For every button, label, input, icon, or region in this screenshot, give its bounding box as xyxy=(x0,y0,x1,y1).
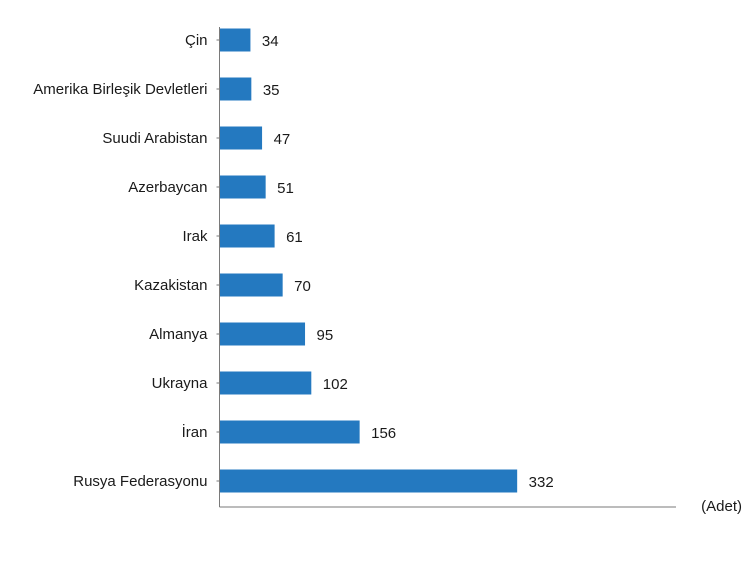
category-label: Amerika Birleşik Devletleri xyxy=(33,81,207,98)
unit-label: (Adet) xyxy=(701,498,742,515)
data-label: 34 xyxy=(262,33,279,50)
data-label: 51 xyxy=(277,180,294,197)
category-label: Çin xyxy=(185,32,208,49)
bar xyxy=(220,224,275,248)
data-label: 156 xyxy=(371,425,396,442)
bar xyxy=(220,28,251,52)
category-label: Suudi Arabistan xyxy=(102,130,207,147)
bar xyxy=(220,469,518,493)
category-label: Almanya xyxy=(149,326,208,343)
bar xyxy=(220,420,360,444)
data-label: 95 xyxy=(317,327,334,344)
category-label: Kazakistan xyxy=(134,277,207,294)
category-label: Rusya Federasyonu xyxy=(73,473,207,490)
bar xyxy=(220,322,306,346)
data-label: 47 xyxy=(274,131,291,148)
category-label: İran xyxy=(182,423,208,441)
bar xyxy=(220,126,263,150)
data-label: 102 xyxy=(323,376,348,393)
data-label: 35 xyxy=(263,82,280,99)
bar xyxy=(220,273,283,297)
category-label: Irak xyxy=(182,228,208,245)
data-label: 61 xyxy=(286,229,303,246)
bar xyxy=(220,175,266,199)
data-label: 332 xyxy=(529,474,554,491)
bar xyxy=(220,77,252,101)
bar xyxy=(220,371,312,395)
data-label: 70 xyxy=(294,278,311,295)
category-label: Ukrayna xyxy=(152,375,209,392)
category-label: Azerbaycan xyxy=(128,179,207,196)
